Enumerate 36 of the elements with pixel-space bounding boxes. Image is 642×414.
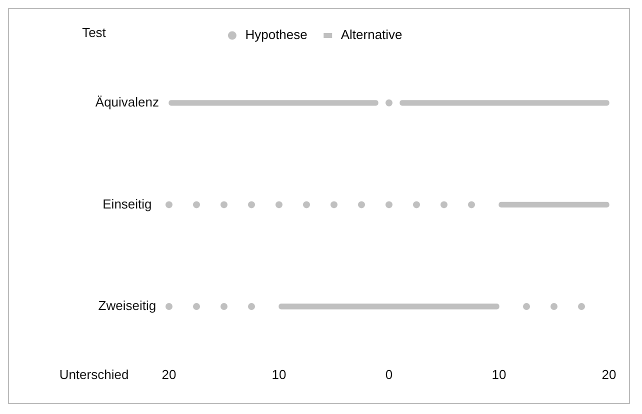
point [578,303,585,310]
x-tick-label: 0 [385,366,393,382]
point [220,201,228,208]
bar [278,304,500,310]
legend-label: Hypothese [245,27,308,42]
point [523,303,530,310]
point [330,201,338,208]
point [413,201,420,208]
x-tick-label: 10 [272,366,286,382]
point [386,99,392,106]
point [193,201,200,208]
x-tick-label: 20 [162,366,176,382]
point [193,303,200,310]
point [358,201,365,208]
x-tick-label: 20 [602,366,616,382]
point [166,201,172,208]
bar [168,100,378,106]
point [386,201,392,208]
point [468,201,475,208]
bar [498,202,610,208]
point [303,201,310,208]
point [440,201,448,208]
y-tick-label: Einseitig [102,196,152,212]
x-axis-title: Unterschied [59,366,129,382]
point [166,303,172,310]
point [550,303,558,310]
bar [400,100,610,106]
x-tick-label: 10 [492,366,506,382]
point [276,201,282,208]
point [248,201,255,208]
y-tick-label: Äquivalenz [95,94,160,110]
y-axis-title: Test [82,25,106,40]
point [248,303,255,310]
y-tick-label: Zweiseitig [98,298,156,314]
point [220,303,228,310]
legend-label: Alternative [340,27,402,42]
